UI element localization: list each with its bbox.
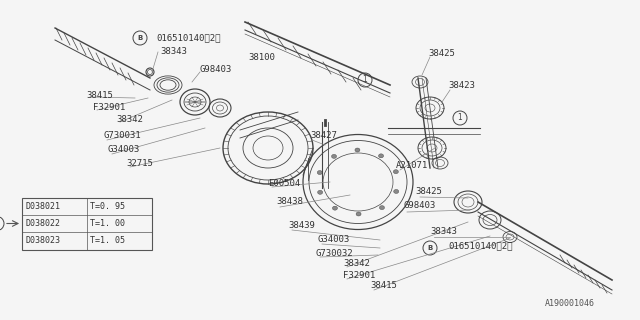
Text: 38423: 38423: [448, 82, 475, 91]
Text: G730031: G730031: [103, 132, 141, 140]
Text: 32715: 32715: [126, 158, 153, 167]
Text: G730032: G730032: [316, 249, 354, 258]
Text: 38425: 38425: [415, 188, 442, 196]
Text: A190001046: A190001046: [545, 299, 595, 308]
Text: 38100: 38100: [248, 53, 275, 62]
Text: G98403: G98403: [200, 66, 232, 75]
Text: B: B: [428, 245, 433, 251]
Text: 38342: 38342: [116, 116, 143, 124]
Text: E00504: E00504: [268, 179, 300, 188]
Text: 38343: 38343: [430, 227, 457, 236]
Ellipse shape: [332, 206, 337, 210]
Ellipse shape: [317, 190, 323, 194]
Text: 38438: 38438: [276, 196, 303, 205]
Ellipse shape: [332, 154, 337, 158]
Text: D038021: D038021: [25, 202, 60, 211]
Text: B: B: [138, 35, 143, 41]
Text: T=1. 00: T=1. 00: [90, 219, 125, 228]
Ellipse shape: [356, 212, 361, 216]
Bar: [22, 198, 152, 250]
Ellipse shape: [394, 170, 398, 174]
Ellipse shape: [355, 148, 360, 152]
Text: 1: 1: [458, 114, 462, 123]
Text: 016510140（2）: 016510140（2）: [448, 242, 513, 251]
Ellipse shape: [380, 206, 385, 210]
Text: A21071: A21071: [396, 161, 428, 170]
Text: 38343: 38343: [160, 47, 187, 57]
Text: 38415: 38415: [370, 282, 397, 291]
Text: 38427: 38427: [310, 132, 337, 140]
Text: D038022: D038022: [25, 219, 60, 228]
Text: 016510140（2）: 016510140（2）: [156, 34, 221, 43]
Text: F32901: F32901: [343, 270, 375, 279]
Text: 38342: 38342: [343, 259, 370, 268]
Text: D038023: D038023: [25, 236, 60, 245]
Text: 1: 1: [363, 76, 367, 84]
Text: T=1. 05: T=1. 05: [90, 236, 125, 245]
Text: G98403: G98403: [403, 202, 435, 211]
Text: T=0. 95: T=0. 95: [90, 202, 125, 211]
Ellipse shape: [317, 171, 323, 174]
Text: G34003: G34003: [318, 236, 350, 244]
Ellipse shape: [394, 189, 399, 194]
Text: F32901: F32901: [93, 103, 125, 113]
Ellipse shape: [378, 154, 383, 158]
Text: 38425: 38425: [428, 49, 455, 58]
Text: 38415: 38415: [86, 91, 113, 100]
Text: G34003: G34003: [108, 146, 140, 155]
Text: 38439: 38439: [288, 221, 315, 230]
